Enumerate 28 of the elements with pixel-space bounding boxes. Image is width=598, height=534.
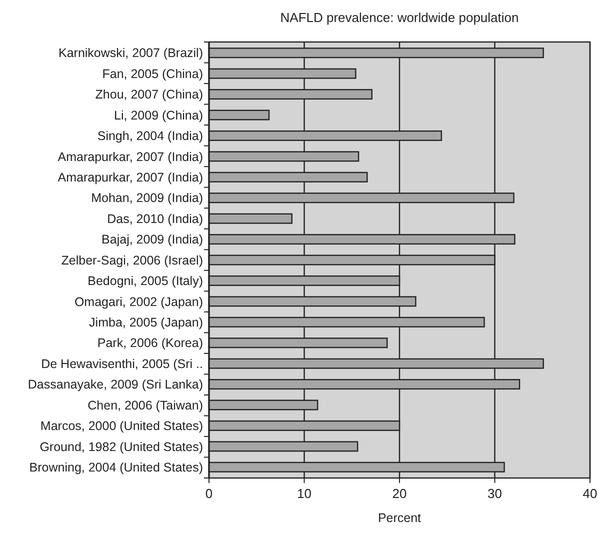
y-tick-label: Browning, 2004 (United States) bbox=[29, 460, 203, 474]
y-tick-label: Das, 2010 (India) bbox=[107, 212, 203, 226]
y-tick-label: Singh, 2004 (India) bbox=[97, 129, 203, 144]
y-tick-label: Marcos, 2000 (United States) bbox=[40, 419, 203, 434]
y-tick-label: Zhou, 2007 (China) bbox=[95, 88, 203, 102]
y-tick-label: Park, 2006 (Korea) bbox=[97, 336, 203, 350]
y-tick-label: Bedogni, 2005 (Italy) bbox=[88, 274, 203, 288]
x-tick-label: 0 bbox=[205, 486, 213, 501]
x-axis-title: Percent bbox=[378, 511, 422, 525]
x-tick-label: 10 bbox=[297, 486, 312, 501]
x-tick-label: 40 bbox=[582, 486, 598, 501]
chart-title: NAFLD prevalence: worldwide population bbox=[280, 10, 519, 25]
y-tick-label: Chen, 2006 (Taiwan) bbox=[88, 398, 203, 412]
y-tick-label: Karnikowski, 2007 (Brazil) bbox=[58, 46, 203, 60]
x-tick-label: 30 bbox=[488, 486, 502, 501]
y-tick-label: De Hewavisenthi, 2005 (Sri .. bbox=[41, 356, 203, 371]
y-tick-label: Zelber-Sagi, 2006 (Israel) bbox=[61, 253, 203, 268]
y-tick-label: Amarapurkar, 2007 (India) bbox=[58, 150, 203, 164]
y-tick-label: Omagari, 2002 (Japan) bbox=[74, 294, 203, 309]
y-tick-label: Dassanayake, 2009 (Sri Lanka) bbox=[28, 378, 203, 392]
y-tick-label: Ground, 1982 (United States) bbox=[40, 440, 203, 454]
y-tick-label: Fan, 2005 (China) bbox=[102, 66, 203, 81]
y-tick-label: Jimba, 2005 (Japan) bbox=[89, 316, 203, 330]
y-tick-label: Bajaj, 2009 (India) bbox=[102, 232, 203, 247]
y-tick-label: Li, 2009 (China) bbox=[114, 108, 203, 122]
y-tick-label: Mohan, 2009 (India) bbox=[91, 191, 203, 206]
x-tick-label: 20 bbox=[392, 486, 407, 501]
y-tick-label: Amarapurkar, 2007 (India) bbox=[58, 170, 203, 185]
